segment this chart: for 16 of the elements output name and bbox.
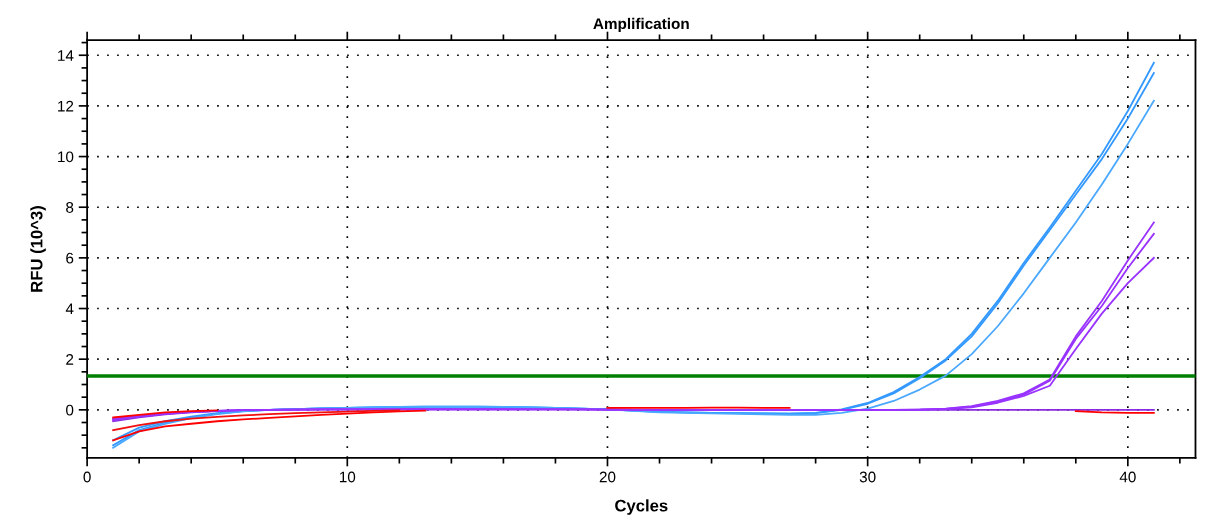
- y-tick-label: 4: [65, 303, 74, 315]
- chart-title: Amplification: [593, 17, 689, 33]
- y-tick-label: 0: [66, 404, 74, 416]
- x-tick-label: 0: [83, 471, 91, 483]
- x-tick-label: 10: [339, 471, 356, 483]
- y-tick-label: 14: [58, 50, 74, 61]
- y-tick-label: 8: [66, 202, 74, 213]
- y-tick-label: 2: [66, 354, 74, 365]
- x-tick-label: 40: [1119, 471, 1136, 483]
- y-tick-label: 6: [66, 252, 74, 264]
- x-tick-label: 20: [599, 471, 616, 483]
- x-tick-label: 30: [859, 471, 876, 483]
- y-tick-label: 10: [58, 151, 74, 163]
- y-axis-title: RFU (10^3): [30, 206, 46, 292]
- x-axis-title: Cycles: [615, 499, 668, 515]
- y-tick-label: 12: [58, 100, 74, 112]
